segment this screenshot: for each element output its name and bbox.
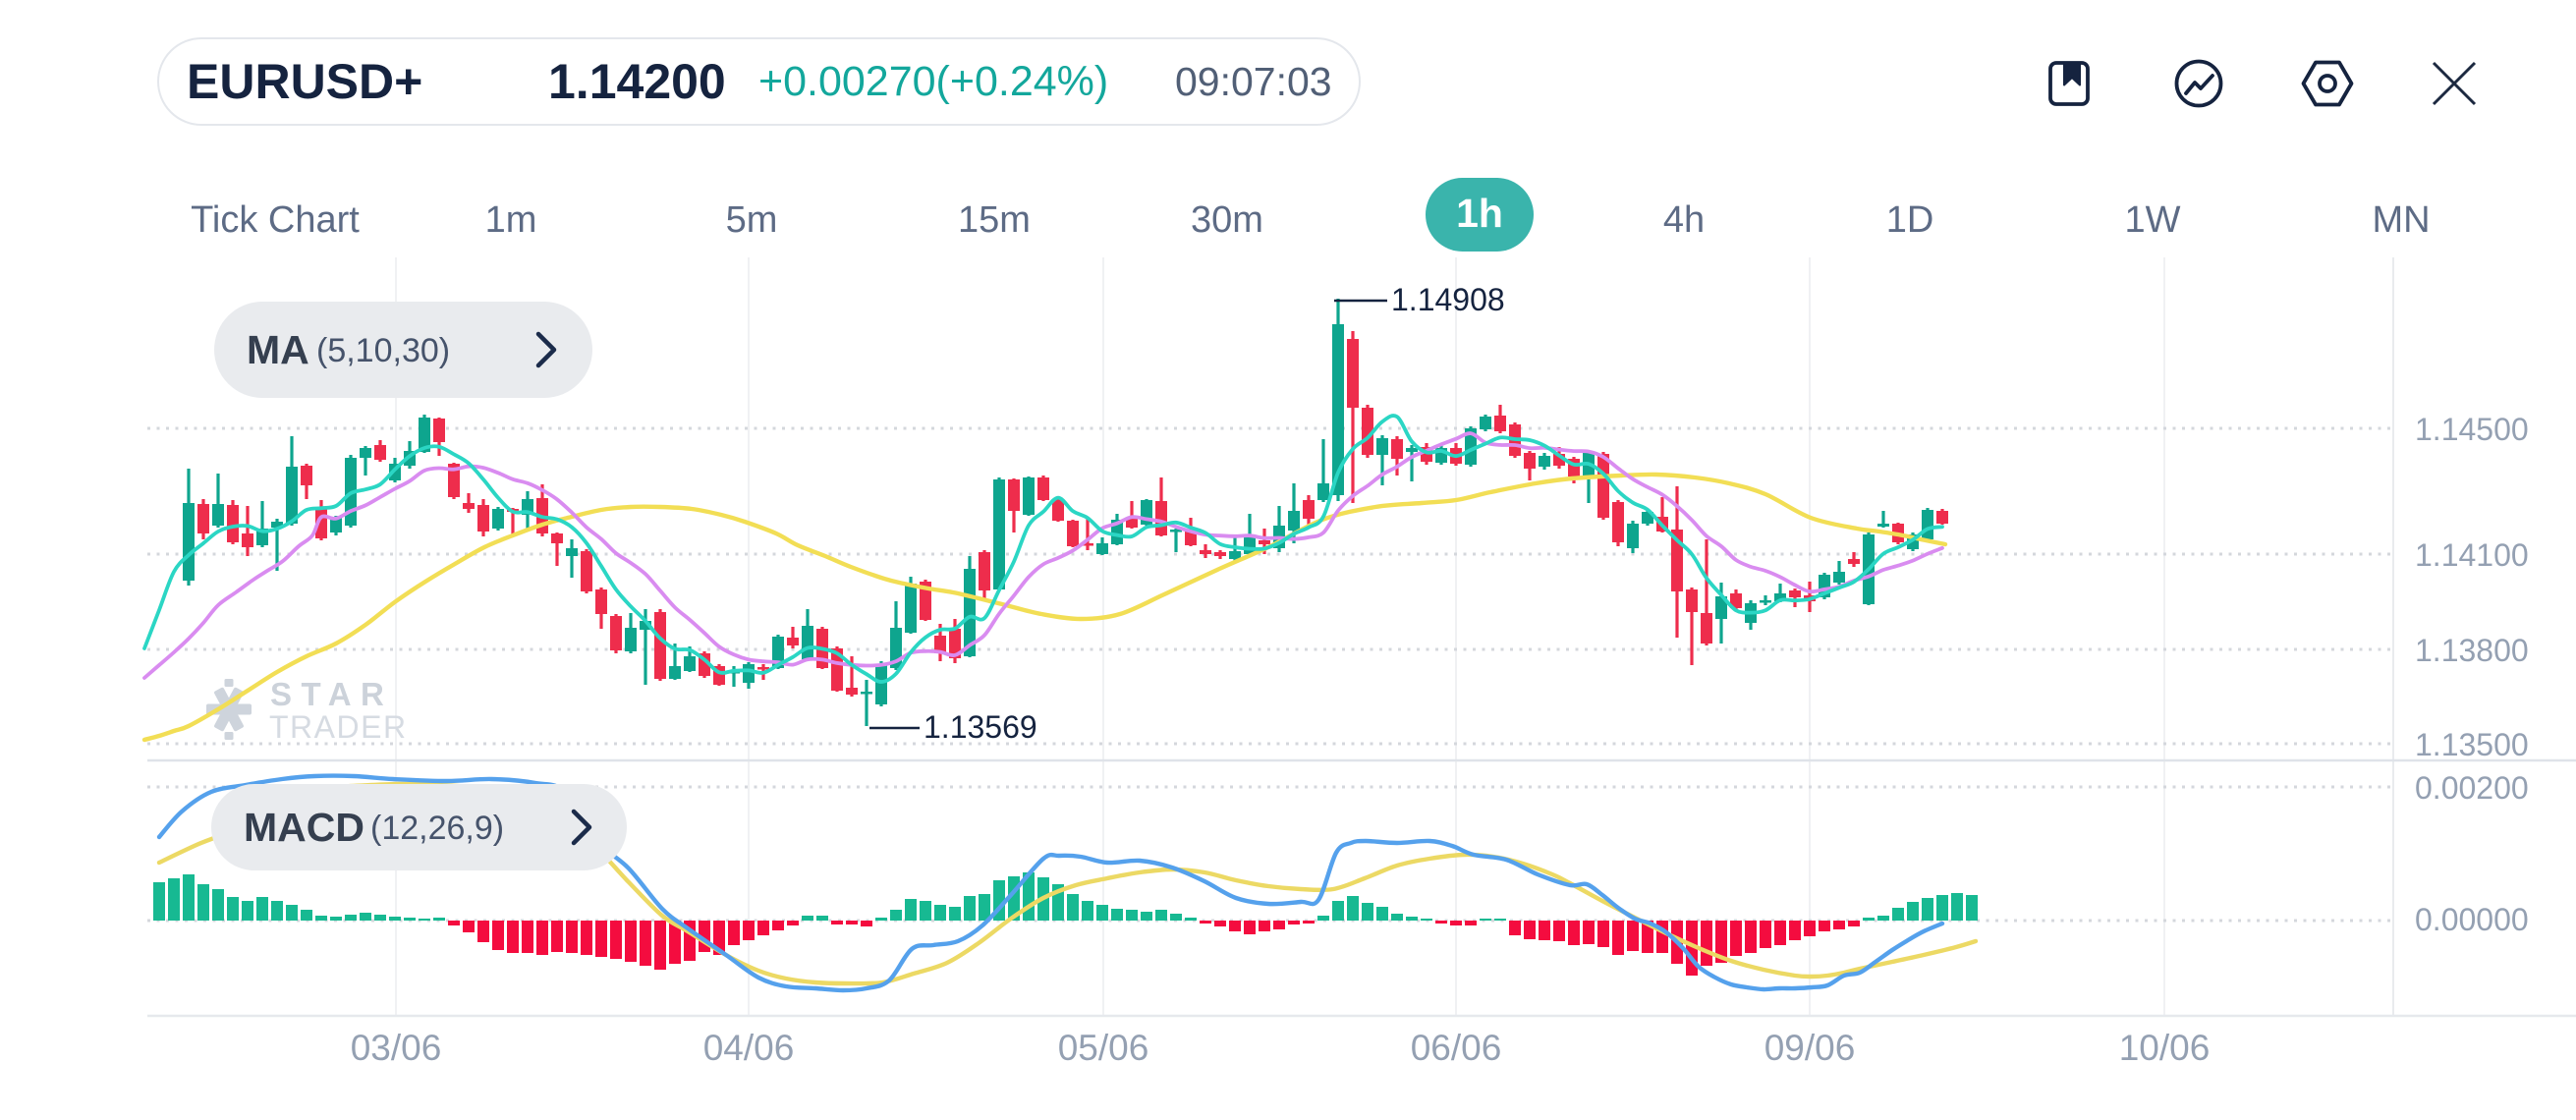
svg-text:(12,26,9): (12,26,9) bbox=[370, 810, 504, 847]
svg-text:09/06: 09/06 bbox=[1764, 1028, 1856, 1068]
svg-text:1.14100: 1.14100 bbox=[2415, 537, 2529, 573]
svg-text:10/06: 10/06 bbox=[2119, 1028, 2211, 1068]
svg-text:04/06: 04/06 bbox=[703, 1028, 795, 1068]
svg-text:STAR: STAR bbox=[270, 676, 393, 712]
svg-text:1.13500: 1.13500 bbox=[2415, 727, 2529, 762]
svg-text:05/06: 05/06 bbox=[1058, 1028, 1149, 1068]
svg-text:TRADER: TRADER bbox=[269, 709, 408, 745]
svg-text:1.13569: 1.13569 bbox=[924, 709, 1037, 745]
svg-text:0.00200: 0.00200 bbox=[2415, 770, 2529, 806]
svg-text:1.14500: 1.14500 bbox=[2415, 412, 2529, 447]
svg-text:MACD: MACD bbox=[244, 805, 364, 850]
svg-text:(5,10,30): (5,10,30) bbox=[316, 332, 450, 369]
svg-text:0.00000: 0.00000 bbox=[2415, 902, 2529, 937]
svg-text:03/06: 03/06 bbox=[351, 1028, 442, 1068]
svg-text:06/06: 06/06 bbox=[1411, 1028, 1502, 1068]
svg-text:1.13800: 1.13800 bbox=[2415, 633, 2529, 668]
svg-text:MA: MA bbox=[247, 327, 309, 372]
svg-text:1.14908: 1.14908 bbox=[1391, 282, 1505, 317]
